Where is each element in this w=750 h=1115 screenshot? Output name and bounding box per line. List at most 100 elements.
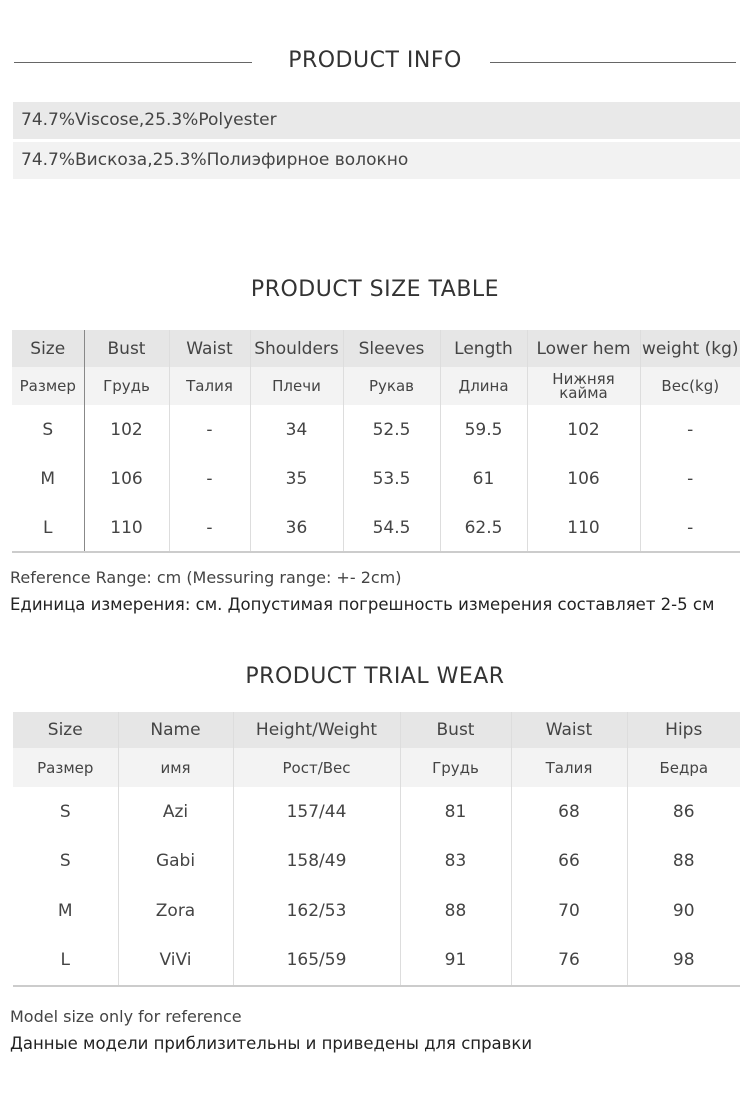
table-row-cell: Gabi xyxy=(117,836,233,886)
header-row-en: Size Bust Waist Shoulders Sleeves Length Lower… xyxy=(12,330,740,367)
table-row-cell: ViVi xyxy=(117,935,233,985)
header-row-en-cell: Waist xyxy=(510,712,627,748)
size-table-title: PRODUCT SIZE TABLE xyxy=(250,277,500,302)
table-row-cell: 110 xyxy=(83,503,169,552)
table-row: S Gabi 158/49 83 66 88 xyxy=(13,836,740,886)
table-row-cell: 36 xyxy=(249,503,343,552)
table-row-cell: Zora xyxy=(117,886,233,936)
table-row-cell: 62.5 xyxy=(439,503,527,552)
table-row-cell: 90 xyxy=(626,886,740,936)
table-row: S Azi 157/44 81 68 86 xyxy=(13,787,740,837)
composition-ru: 74.7%Вискоза,25.3%Полиэфирное волокно xyxy=(13,142,740,179)
table-row-cell: 102 xyxy=(526,405,640,454)
header-row-en: Size Name Height/Weight Bust Waist Hips xyxy=(13,712,740,748)
table-row-cell: - xyxy=(168,454,250,503)
table-row-cell: 34 xyxy=(249,405,343,454)
table-row-cell: - xyxy=(639,405,740,454)
header-row-ru-cell: Длина xyxy=(439,367,527,405)
table-row: L ViVi 165/59 91 76 98 xyxy=(13,935,740,985)
table-row-cell: 102 xyxy=(83,405,169,454)
product-info-title: PRODUCT INFO xyxy=(288,48,462,73)
table-row-cell: 98 xyxy=(626,935,740,985)
table-row-cell: S xyxy=(42,419,54,440)
table-row-cell: 165/59 xyxy=(232,935,400,985)
header-row-en-cell: Waist xyxy=(168,330,250,367)
header-row-ru-cell: имя xyxy=(117,748,233,787)
table-row-cell: L xyxy=(43,517,53,538)
header-row-ru: Размер Грудь Талия Плечи Рукав Длина Нижняя ка… xyxy=(12,367,740,405)
table-row-cell: - xyxy=(639,454,740,503)
header-row-en-cell: Hips xyxy=(626,712,740,748)
header-row-ru-cell: Нижняя кайма xyxy=(526,367,640,405)
table-row: M Zora 162/53 88 70 90 xyxy=(13,886,740,936)
header-row-en-cell: Bust xyxy=(399,712,511,748)
table-row: S 102-34 52.5 59.5 102- xyxy=(12,405,740,454)
header-row-ru: Размер имя Рост/Вес Грудь Талия Бедра xyxy=(13,748,740,787)
header-row-en-cell: Sleeves xyxy=(342,330,440,367)
table-row-cell: 70 xyxy=(510,886,627,936)
size-note-ru: Единица измерения: см. Допустимая погреш… xyxy=(10,595,715,614)
header-row-en-cell: Name xyxy=(117,712,233,748)
header-row-en-cell: Size xyxy=(12,330,84,367)
table-row-cell: 158/49 xyxy=(232,836,400,886)
header-row-en-cell: Size xyxy=(13,712,118,748)
table-row-cell: 157/44 xyxy=(232,787,400,837)
header-row-ru-cell: Размер xyxy=(12,367,84,405)
table-row-cell: - xyxy=(168,503,250,552)
header-row-ru-cell: Вес(kg) xyxy=(639,367,740,405)
trial-note-ru: Данные модели приблизительны и приведены… xyxy=(10,1034,533,1053)
table-row-cell: 88 xyxy=(399,886,511,936)
divider-left xyxy=(14,62,252,63)
table-row-cell: 76 xyxy=(510,935,627,985)
header-row-en-cell: weight (kg) xyxy=(639,330,740,367)
table-row-cell: - xyxy=(168,405,250,454)
table-row-cell: 110 xyxy=(526,503,640,552)
trial-table: Size Name Height/Weight Bust Waist Hips Размер… xyxy=(13,712,740,985)
table-row-cell: 162/53 xyxy=(232,886,400,936)
header-row-ru-cell: Рукав xyxy=(342,367,440,405)
table-row: L 110-36 54.5 62.5 110- xyxy=(12,503,740,552)
trial-table-title: PRODUCT TRIAL WEAR xyxy=(245,664,505,689)
header-row-ru-cell: Талия xyxy=(168,367,250,405)
table-row-cell: 106 xyxy=(83,454,169,503)
size-table: Size Bust Waist Shoulders Sleeves Length Lower… xyxy=(12,330,740,552)
table-row-cell: L xyxy=(60,950,70,971)
table-row-cell: M xyxy=(40,468,56,489)
composition-en: 74.7%Viscose,25.3%Polyester xyxy=(13,102,740,139)
table-row-cell: M xyxy=(57,900,73,921)
trial-table-bottom-border xyxy=(13,985,740,987)
table-row-cell: S xyxy=(59,851,71,872)
header-row-en-cell: Height/Weight xyxy=(232,712,400,748)
table-row-cell: 61 xyxy=(439,454,527,503)
header-row-ru-cell: Грудь xyxy=(83,367,169,405)
size-note-en: Reference Range: cm (Messuring range: +-… xyxy=(10,568,402,587)
trial-note-en: Model size only for reference xyxy=(10,1007,242,1026)
header-row-ru-cell: Рост/Вес xyxy=(232,748,400,787)
table-row-cell: 59.5 xyxy=(439,405,527,454)
table-row-cell: S xyxy=(59,801,71,822)
table-row-cell: 91 xyxy=(399,935,511,985)
table-row-cell: 86 xyxy=(626,787,740,837)
header-row-ru-cell: Бедра xyxy=(626,748,740,787)
table-row-cell: 35 xyxy=(249,454,343,503)
table-row-cell: 83 xyxy=(399,836,511,886)
table-row-cell: 68 xyxy=(510,787,627,837)
divider-right xyxy=(490,62,736,63)
table-row-cell: 66 xyxy=(510,836,627,886)
table-row-cell: 81 xyxy=(399,787,511,837)
header-row-ru-cell: Размер xyxy=(13,748,118,787)
table-row-cell: 53.5 xyxy=(342,454,440,503)
header-row-ru-cell: Грудь xyxy=(399,748,511,787)
header-row-ru-cell: Талия xyxy=(510,748,627,787)
header-row-ru-cell: Плечи xyxy=(249,367,343,405)
table-row-cell: 106 xyxy=(526,454,640,503)
header-row-en-cell: Lower hem xyxy=(526,330,640,367)
header-row-en-cell: Length xyxy=(439,330,527,367)
table-row: M 106-35 53.5 61 106- xyxy=(12,454,740,503)
table-row-cell: Azi xyxy=(117,787,233,837)
table-row-cell: 54.5 xyxy=(342,503,440,552)
table-row-cell: 88 xyxy=(626,836,740,886)
header-row-en-cell: Bust xyxy=(83,330,169,367)
header-row-en-cell: Shoulders xyxy=(249,330,343,367)
